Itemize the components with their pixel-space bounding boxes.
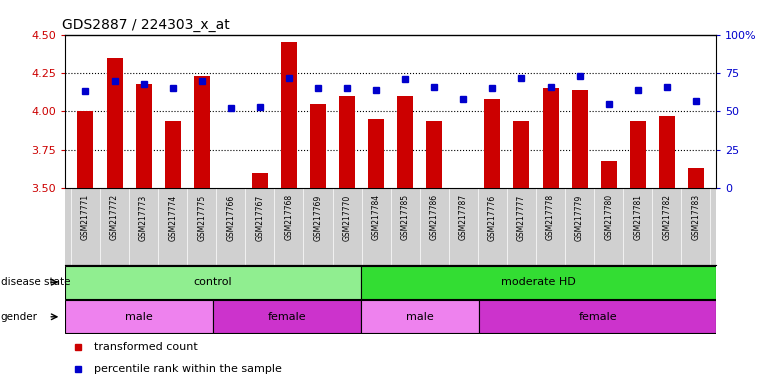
- Bar: [398, 96, 413, 188]
- Bar: [281, 42, 297, 188]
- Text: percentile rank within the sample: percentile rank within the sample: [94, 364, 283, 374]
- Text: GSM217781: GSM217781: [633, 194, 642, 240]
- Bar: [688, 168, 704, 188]
- Bar: [310, 104, 326, 188]
- Text: GSM217776: GSM217776: [488, 194, 497, 240]
- Text: GSM217774: GSM217774: [169, 194, 177, 240]
- Text: GSM217783: GSM217783: [692, 194, 700, 240]
- Bar: [361, 266, 716, 299]
- Text: GSM217767: GSM217767: [255, 194, 264, 240]
- Text: male: male: [125, 312, 153, 322]
- Bar: [65, 266, 361, 299]
- Bar: [659, 116, 675, 188]
- Bar: [480, 300, 716, 333]
- Text: GSM217785: GSM217785: [401, 194, 410, 240]
- Bar: [213, 300, 361, 333]
- Text: disease state: disease state: [1, 277, 70, 287]
- Text: GSM217777: GSM217777: [517, 194, 526, 240]
- Bar: [630, 121, 646, 188]
- Text: GSM217768: GSM217768: [284, 194, 293, 240]
- Text: GSM217778: GSM217778: [546, 194, 555, 240]
- Bar: [571, 90, 588, 188]
- Text: GSM217775: GSM217775: [197, 194, 206, 240]
- Bar: [77, 111, 93, 188]
- Text: GDS2887 / 224303_x_at: GDS2887 / 224303_x_at: [62, 18, 230, 32]
- Bar: [252, 173, 268, 188]
- Bar: [368, 119, 384, 188]
- Text: transformed count: transformed count: [94, 342, 198, 352]
- Bar: [136, 84, 152, 188]
- Bar: [542, 88, 558, 188]
- Bar: [165, 121, 181, 188]
- Text: GSM217786: GSM217786: [430, 194, 439, 240]
- Bar: [65, 300, 213, 333]
- Text: GSM217772: GSM217772: [110, 194, 119, 240]
- Text: GSM217787: GSM217787: [459, 194, 468, 240]
- Text: moderate HD: moderate HD: [501, 277, 576, 287]
- Text: male: male: [407, 312, 434, 322]
- Text: control: control: [194, 277, 232, 287]
- Text: GSM217780: GSM217780: [604, 194, 613, 240]
- Bar: [484, 99, 500, 188]
- Text: GSM217769: GSM217769: [313, 194, 322, 240]
- Text: gender: gender: [1, 312, 38, 322]
- Bar: [601, 161, 617, 188]
- Text: GSM217779: GSM217779: [575, 194, 584, 240]
- Text: GSM217784: GSM217784: [372, 194, 381, 240]
- Text: GSM217782: GSM217782: [663, 194, 671, 240]
- Bar: [361, 300, 480, 333]
- Bar: [513, 121, 529, 188]
- Bar: [106, 58, 123, 188]
- Bar: [339, 96, 355, 188]
- Text: female: female: [578, 312, 617, 322]
- Text: GSM217770: GSM217770: [342, 194, 352, 240]
- Bar: [455, 188, 471, 211]
- Text: GSM217771: GSM217771: [81, 194, 90, 240]
- Bar: [194, 76, 210, 188]
- Bar: [426, 121, 442, 188]
- Text: GSM217773: GSM217773: [139, 194, 148, 240]
- Text: GSM217766: GSM217766: [226, 194, 235, 240]
- Text: female: female: [268, 312, 306, 322]
